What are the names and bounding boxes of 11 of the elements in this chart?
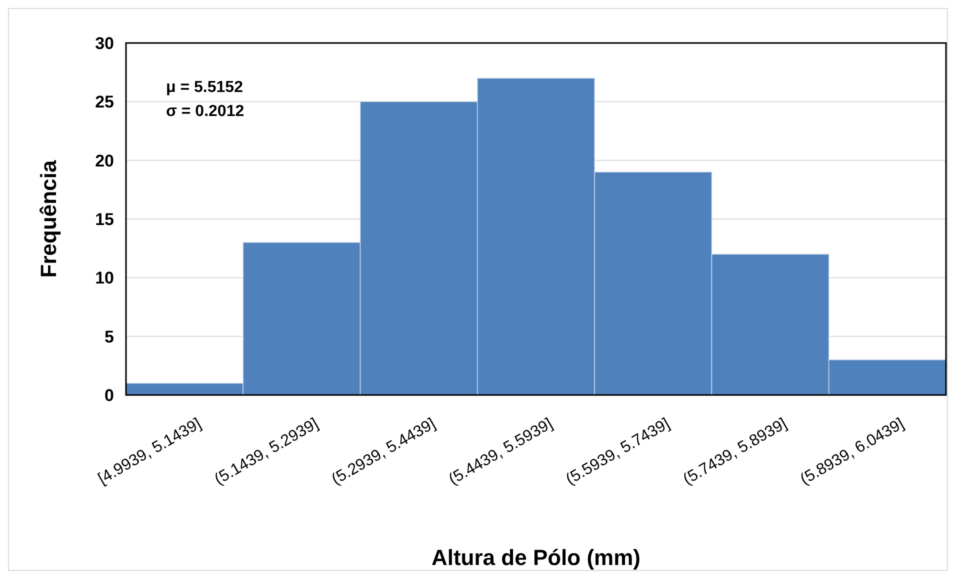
y-tick-label: 15 — [95, 210, 114, 229]
annotation: σ = 0.2012 — [166, 103, 244, 120]
annotation: μ = 5.5152 — [166, 79, 244, 96]
y-axis-title: Frequência — [36, 160, 61, 278]
y-tick-label: 25 — [95, 92, 114, 112]
y-tick-label: 20 — [95, 151, 114, 170]
y-tick-label: 5 — [104, 327, 114, 346]
y-tick-label: 0 — [104, 386, 114, 405]
y-tick-label: 10 — [95, 268, 114, 288]
x-axis-title: Altura de Pólo (mm) — [431, 545, 641, 570]
y-tick-label: 30 — [95, 34, 114, 53]
